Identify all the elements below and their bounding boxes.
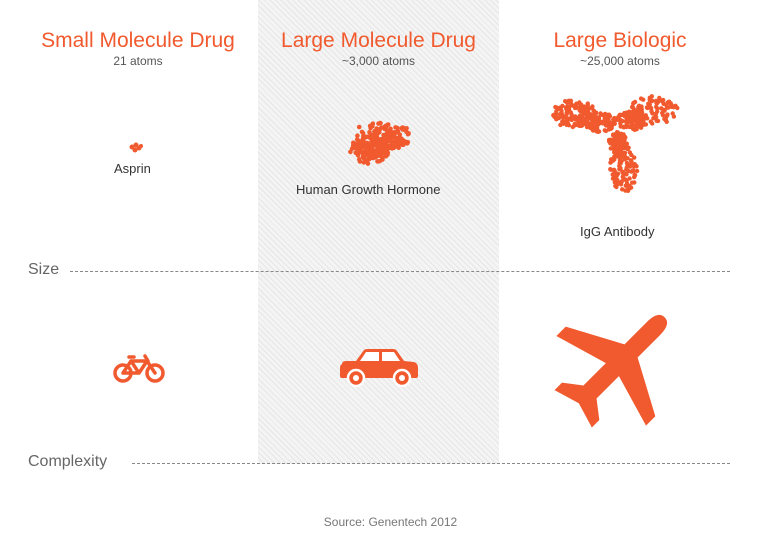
size-divider bbox=[70, 271, 730, 272]
column-subtitle: 21 atoms bbox=[113, 54, 163, 68]
column-title: Large Biologic bbox=[553, 29, 687, 52]
column-subtitle: ~25,000 atoms bbox=[580, 54, 660, 68]
airplane-icon bbox=[554, 314, 668, 428]
column-title: Large Molecule Drug bbox=[281, 29, 476, 52]
car-icon bbox=[340, 349, 418, 388]
igg-antibody-molecule-icon bbox=[551, 94, 680, 193]
column-subtitle: ~3,000 atoms bbox=[341, 54, 416, 68]
complexity-axis-label: Complexity bbox=[28, 453, 108, 470]
column-small-molecule: Small Molecule Drug 21 atoms bbox=[28, 28, 248, 68]
bicycle-icon bbox=[113, 354, 165, 383]
growth-hormone-molecule-icon bbox=[348, 120, 411, 166]
example-label-aspirin: Asprin bbox=[114, 161, 151, 176]
hatched-column-band bbox=[258, 0, 499, 464]
example-label-antibody: IgG Antibody bbox=[580, 224, 655, 239]
aspirin-molecule-icon bbox=[129, 142, 143, 153]
column-title: Small Molecule Drug bbox=[41, 29, 235, 52]
column-large-biologic: Large Biologic ~25,000 atoms bbox=[500, 28, 740, 68]
complexity-divider bbox=[132, 463, 730, 464]
source-caption: Source: Genentech 2012 bbox=[323, 515, 458, 529]
column-large-molecule: Large Molecule Drug ~3,000 atoms bbox=[258, 28, 499, 68]
size-axis-label: Size bbox=[28, 261, 60, 278]
example-label-growth-hormone: Human Growth Hormone bbox=[296, 182, 441, 197]
